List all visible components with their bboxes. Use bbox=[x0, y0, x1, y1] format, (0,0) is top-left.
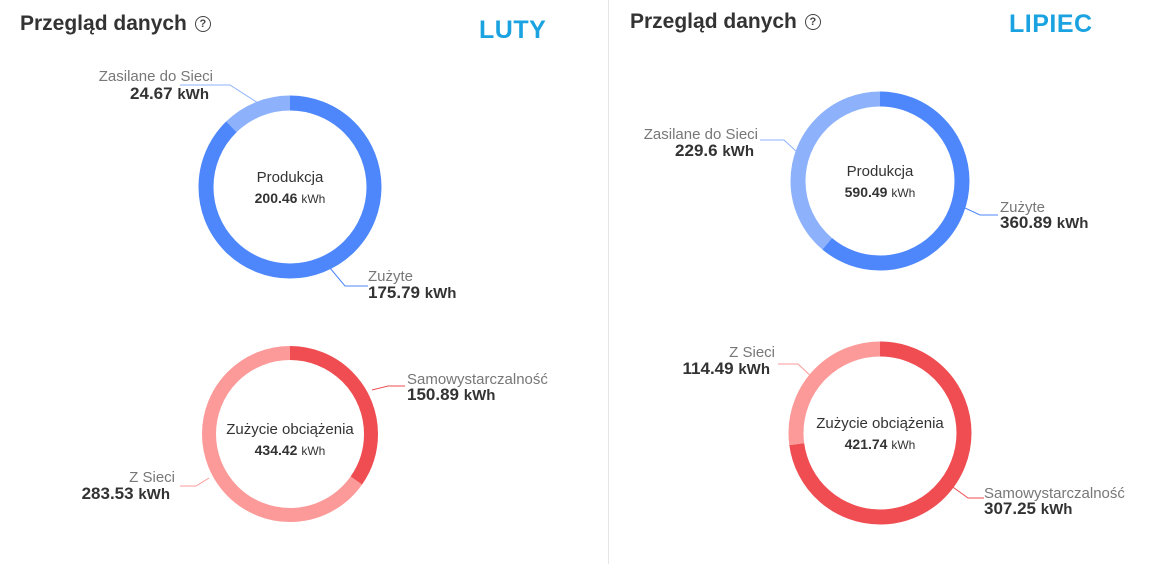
month-label: LUTY bbox=[479, 16, 547, 44]
leader-line bbox=[778, 363, 814, 379]
annotation-value-from-grid: 283.53 kWh bbox=[82, 484, 170, 503]
donut-load-consumption-lipiec: Zużycie obciążenia 421.74 kWh Z Sieci 11… bbox=[683, 341, 1125, 525]
leader-line bbox=[329, 267, 368, 287]
donut-load-consumption-luty: Zużycie obciążenia 434.42 kWh Samowystar… bbox=[82, 346, 548, 522]
donut-production-luty: Produkcja 200.46 kWh Zasilane do Sieci 2… bbox=[99, 68, 457, 302]
annotation-value-self-sufficiency: 307.25 kWh bbox=[984, 499, 1072, 518]
annotation-label-consumed: Zużyte bbox=[368, 268, 413, 285]
panel-divider bbox=[608, 0, 609, 564]
month-label: LIPIEC bbox=[1009, 10, 1093, 38]
leader-line bbox=[180, 477, 210, 487]
help-icon[interactable]: ? bbox=[804, 14, 821, 30]
annotation-value-fed-to-grid: 229.6 kWh bbox=[675, 141, 754, 160]
panel-lipiec: Przegląd danych ? LIPIEC bbox=[610, 0, 1174, 564]
donut-center-value: 421.74 kWh bbox=[845, 436, 916, 452]
donut-center-title: Produkcja bbox=[257, 169, 324, 186]
donut-production-lipiec: Produkcja 590.49 kWh Zasilane do Sieci 2… bbox=[644, 91, 1088, 271]
donut-center-title: Zużycie obciążenia bbox=[816, 415, 944, 432]
panel-title-text: Przegląd danych bbox=[630, 10, 797, 33]
donut-center-value: 200.46 kWh bbox=[255, 190, 326, 206]
annotation-label-consumed: Zużyte bbox=[1000, 199, 1045, 216]
donut-center-title: Zużycie obciążenia bbox=[226, 421, 354, 438]
panel-title: Przegląd danych ? bbox=[630, 10, 821, 34]
panel-title-text: Przegląd danych bbox=[20, 12, 187, 35]
leader-line bbox=[964, 207, 998, 216]
donut-slice-fed-to-grid[interactable] bbox=[198, 95, 382, 279]
donut-center-value: 590.49 kWh bbox=[845, 184, 916, 200]
annotation-label-fed-to-grid: Zasilane do Sieci bbox=[99, 68, 213, 85]
donut-slice-from-grid[interactable] bbox=[202, 346, 378, 522]
annotation-value-consumed: 175.79 kWh bbox=[368, 283, 456, 302]
donut-slice-fed-to-grid[interactable] bbox=[790, 91, 970, 271]
donut-center-value: 434.42 kWh bbox=[255, 442, 326, 458]
help-icon[interactable]: ? bbox=[194, 16, 211, 32]
annotation-label-from-grid: Z Sieci bbox=[129, 469, 175, 486]
donut-center-title: Produkcja bbox=[847, 163, 914, 180]
annotation-value-consumed: 360.89 kWh bbox=[1000, 213, 1088, 232]
leader-line bbox=[760, 139, 798, 153]
annotation-value-fed-to-grid: 24.67 kWh bbox=[130, 84, 209, 103]
donut-slice-consumed[interactable] bbox=[198, 95, 382, 279]
annotation-value-self-sufficiency: 150.89 kWh bbox=[407, 385, 495, 404]
donut-slice-from-grid[interactable] bbox=[788, 341, 972, 525]
annotation-value-from-grid: 114.49 kWh bbox=[683, 359, 770, 378]
panel-title: Przegląd danych ? bbox=[20, 12, 211, 36]
annotation-label-self-sufficiency: Samowystarczalność bbox=[407, 371, 548, 388]
leader-line bbox=[180, 84, 259, 104]
annotation-label-self-sufficiency: Samowystarczalność bbox=[984, 485, 1125, 502]
leader-line bbox=[371, 385, 405, 391]
annotation-label-from-grid: Z Sieci bbox=[729, 344, 775, 361]
panel-luty: Przegląd danych ? LUTY bbox=[20, 12, 547, 44]
leader-line bbox=[949, 484, 984, 499]
annotation-label-fed-to-grid: Zasilane do Sieci bbox=[644, 126, 758, 143]
